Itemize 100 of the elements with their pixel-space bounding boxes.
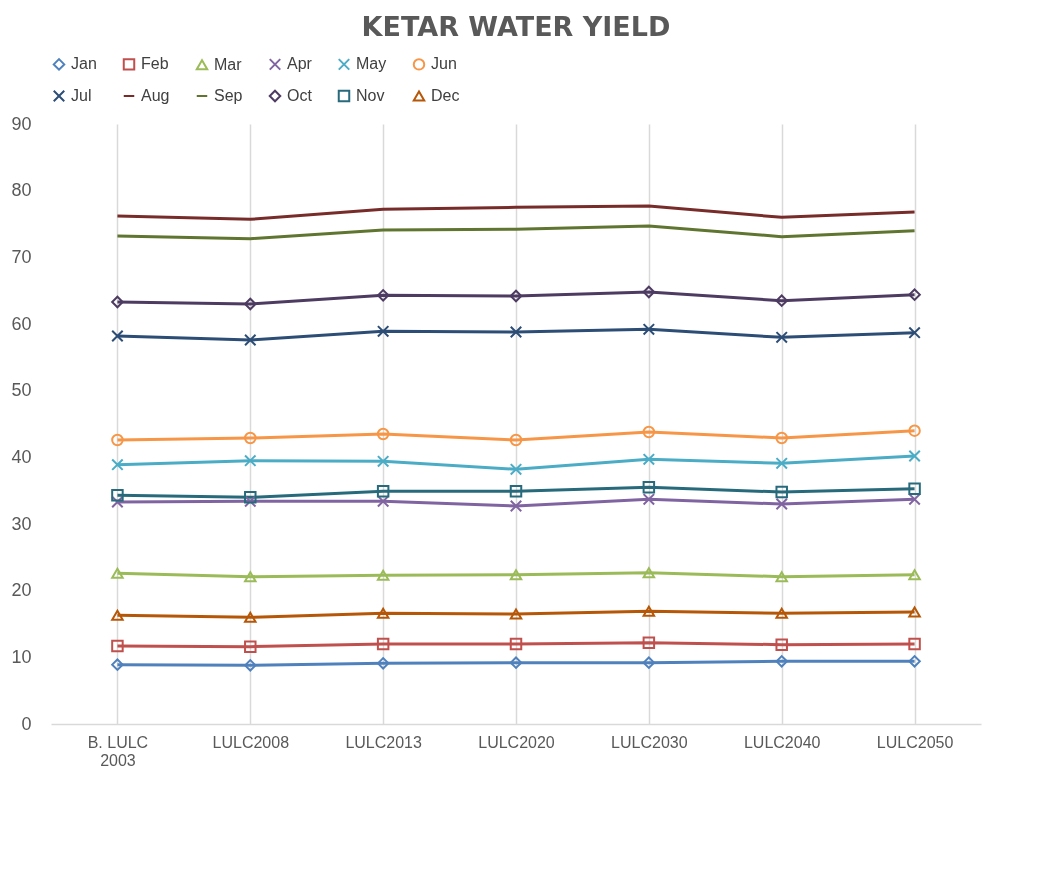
legend-label: May bbox=[356, 55, 387, 73]
x-tick-label: LULC2020 bbox=[478, 733, 555, 751]
point bbox=[111, 639, 124, 653]
line-series bbox=[115, 204, 917, 221]
point bbox=[509, 485, 523, 498]
legend-label: Dec bbox=[431, 87, 460, 104]
point bbox=[642, 285, 656, 299]
legend-label: Jan bbox=[71, 55, 97, 73]
point bbox=[111, 458, 124, 471]
point bbox=[642, 656, 656, 669]
point bbox=[509, 289, 523, 303]
chart-title: KETAR WATER YIELD bbox=[361, 11, 671, 42]
point bbox=[509, 499, 523, 513]
point bbox=[908, 288, 921, 301]
point bbox=[111, 489, 124, 502]
x-tick-label: B. LULC 2003 bbox=[87, 733, 149, 769]
point bbox=[244, 491, 257, 504]
point bbox=[376, 637, 390, 651]
point bbox=[509, 325, 523, 339]
point bbox=[509, 569, 523, 581]
point bbox=[111, 658, 124, 671]
point bbox=[642, 323, 656, 336]
point bbox=[376, 427, 390, 441]
legend-label: Oct bbox=[287, 87, 313, 104]
point bbox=[775, 431, 788, 445]
point bbox=[509, 656, 523, 669]
point bbox=[509, 433, 523, 447]
y-tick-label: 10 bbox=[11, 646, 32, 667]
point bbox=[111, 567, 124, 579]
point bbox=[908, 569, 921, 581]
y-tick-label: 60 bbox=[11, 313, 32, 334]
y-tick-label: 20 bbox=[11, 580, 32, 601]
point bbox=[376, 485, 390, 498]
legend-label: Mar bbox=[214, 55, 243, 73]
legend-label: Jul bbox=[71, 87, 92, 104]
point bbox=[775, 571, 788, 583]
point bbox=[642, 567, 656, 579]
point bbox=[509, 637, 523, 651]
point bbox=[111, 609, 124, 621]
point bbox=[908, 449, 921, 463]
point bbox=[111, 433, 124, 447]
point bbox=[642, 605, 656, 617]
point bbox=[642, 636, 656, 649]
line-series bbox=[115, 224, 917, 241]
point bbox=[244, 611, 257, 623]
point bbox=[775, 457, 788, 470]
y-tick-label: 40 bbox=[11, 446, 32, 467]
y-tick-label: 90 bbox=[11, 113, 32, 134]
x-tick-label: LULC2030 bbox=[611, 733, 688, 751]
point bbox=[908, 637, 921, 651]
point bbox=[908, 493, 921, 506]
point bbox=[244, 659, 257, 672]
point bbox=[244, 333, 257, 347]
legend-label: Jun bbox=[431, 55, 457, 73]
point bbox=[642, 493, 656, 506]
point bbox=[244, 454, 257, 467]
point bbox=[244, 431, 257, 445]
point bbox=[111, 295, 124, 309]
point bbox=[244, 571, 257, 583]
point bbox=[908, 482, 921, 495]
point bbox=[244, 297, 257, 311]
point bbox=[509, 608, 523, 620]
point bbox=[775, 331, 788, 344]
y-tick-label: 50 bbox=[11, 380, 32, 401]
y-tick-label: 0 bbox=[21, 713, 32, 734]
point bbox=[775, 294, 788, 307]
legend-label: Apr bbox=[287, 55, 313, 73]
point bbox=[908, 424, 921, 437]
point bbox=[376, 569, 390, 581]
point bbox=[775, 638, 788, 651]
point bbox=[775, 497, 788, 511]
point bbox=[642, 481, 656, 494]
point bbox=[775, 485, 788, 499]
legend-label: Sep bbox=[214, 87, 243, 104]
legend-label: Nov bbox=[356, 87, 385, 104]
point bbox=[775, 607, 788, 619]
x-tick-label: LULC2050 bbox=[876, 733, 954, 751]
point bbox=[376, 455, 390, 468]
point bbox=[376, 657, 390, 670]
y-tick-label: 30 bbox=[11, 513, 32, 534]
x-tick-label: LULC2008 bbox=[212, 733, 290, 751]
point bbox=[376, 325, 390, 338]
point bbox=[111, 329, 124, 343]
point bbox=[908, 326, 921, 339]
point bbox=[509, 463, 523, 476]
point bbox=[908, 655, 921, 668]
point bbox=[244, 640, 257, 653]
legend-label: Feb bbox=[141, 55, 169, 73]
x-tick-label: LULC2013 bbox=[345, 733, 422, 751]
y-tick-label: 80 bbox=[11, 180, 32, 201]
point bbox=[775, 655, 788, 668]
point bbox=[244, 495, 257, 508]
point bbox=[908, 606, 921, 618]
y-tick-label: 70 bbox=[11, 246, 32, 267]
point bbox=[376, 495, 390, 508]
x-tick-label: LULC2040 bbox=[743, 733, 821, 751]
legend-label: Aug bbox=[141, 87, 170, 104]
point bbox=[642, 425, 656, 439]
point bbox=[376, 289, 390, 302]
point bbox=[642, 453, 656, 466]
